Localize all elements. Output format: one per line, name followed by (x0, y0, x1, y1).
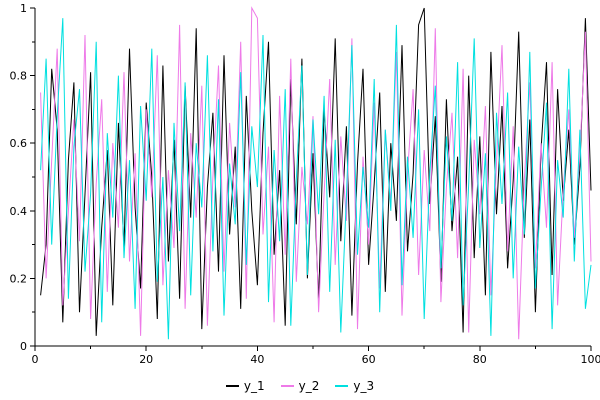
y-tick-label: 0.6 (10, 137, 28, 150)
series-line-y_2 (40, 6, 592, 340)
x-tick-label: 20 (139, 353, 153, 366)
legend-swatch-y_1 (225, 385, 239, 387)
legend-item-y_3: y_3 (335, 379, 374, 393)
legend-item-y_1: y_1 (225, 379, 265, 393)
x-tick-label: 0 (32, 353, 39, 366)
legend-label-y_1: y_1 (243, 379, 265, 393)
series-line-y_3 (40, 18, 592, 340)
x-tick-label: 60 (362, 353, 376, 366)
legend-item-y_2: y_2 (280, 379, 320, 393)
y-tick-label: 0.4 (10, 205, 28, 218)
legend-swatch-y_3 (335, 385, 349, 387)
legend-label-y_2: y_2 (298, 379, 320, 393)
x-tick-label: 100 (581, 353, 600, 366)
legend-label-y_3: y_3 (353, 379, 375, 393)
y-tick-label: 1 (20, 2, 27, 15)
legend-swatch-y_2 (280, 385, 294, 387)
y-tick-label: 0.2 (10, 272, 28, 285)
x-tick-label: 40 (250, 353, 264, 366)
x-tick-label: 80 (473, 353, 487, 366)
line-chart: 0 20 40 60 80 100 0 0.2 0.4 0.6 0.8 1 (10, 2, 600, 366)
y-tick-label: 0.8 (10, 70, 28, 83)
chart-legend: y_1 y_2 y_3 (0, 372, 600, 400)
y-tick-label: 0 (20, 340, 27, 353)
